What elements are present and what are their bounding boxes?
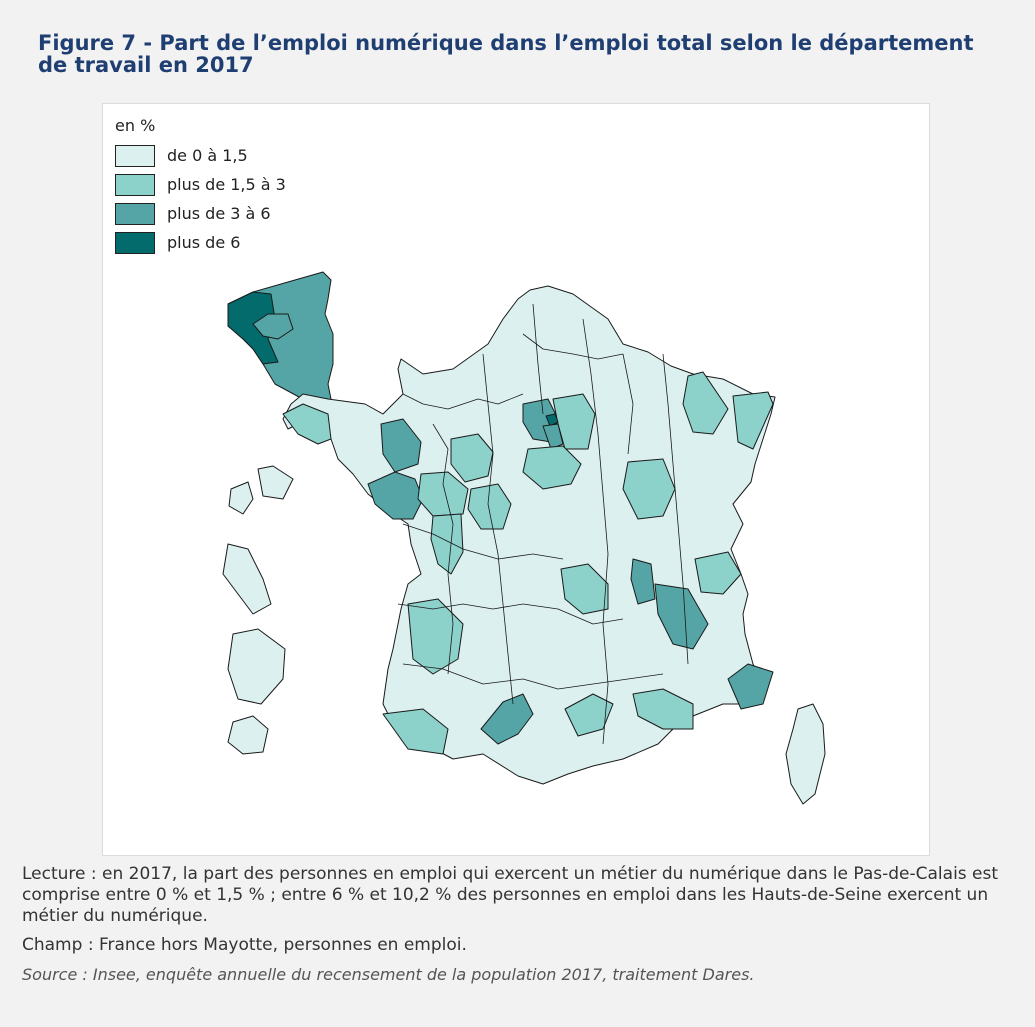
legend-swatch bbox=[115, 231, 155, 254]
sarthe bbox=[450, 433, 494, 483]
cote-d-or bbox=[622, 458, 676, 520]
champ-note: Champ : France hors Mayotte, personnes e… bbox=[22, 935, 467, 955]
meuse-moselle bbox=[682, 371, 729, 435]
figure-notes: Lecture : en 2017, la part des personnes… bbox=[22, 864, 1012, 993]
corse bbox=[785, 703, 826, 805]
guyane bbox=[227, 628, 286, 705]
legend-label: plus de 6 bbox=[167, 233, 241, 252]
legend-item: plus de 3 à 6 bbox=[115, 199, 286, 228]
legend-item: plus de 6 bbox=[115, 228, 286, 257]
alsace bbox=[732, 391, 774, 450]
ille-et-vilaine bbox=[380, 418, 422, 473]
reunion bbox=[227, 715, 269, 755]
maine-et-loire bbox=[417, 471, 469, 517]
legend-item: plus de 1,5 à 3 bbox=[115, 170, 286, 199]
puy-de-dome bbox=[560, 563, 609, 615]
idf-inset-inner bbox=[252, 313, 294, 340]
loiret-region bbox=[467, 483, 512, 530]
guadeloupe-east bbox=[257, 465, 294, 500]
rhone bbox=[630, 558, 656, 605]
lecture-note: Lecture : en 2017, la part des personnes… bbox=[22, 864, 999, 926]
bouches-du-rhone bbox=[632, 688, 694, 730]
vienne bbox=[430, 513, 464, 575]
france-base bbox=[282, 285, 776, 785]
isere bbox=[654, 583, 709, 650]
herault bbox=[564, 693, 614, 737]
essonne bbox=[542, 423, 564, 450]
legend-swatch bbox=[115, 173, 155, 196]
alpes-maritimes bbox=[727, 663, 774, 710]
legend-label: de 0 à 1,5 bbox=[167, 146, 248, 165]
haute-garonne bbox=[480, 693, 534, 745]
legend-swatch bbox=[115, 202, 155, 225]
map-legend: en % de 0 à 1,5 plus de 1,5 à 3 plus de … bbox=[115, 116, 286, 257]
loire-atlantique bbox=[367, 471, 424, 520]
france-map bbox=[222, 271, 826, 805]
guadeloupe bbox=[228, 481, 254, 515]
map-panel: en % de 0 à 1,5 plus de 1,5 à 3 plus de … bbox=[102, 103, 930, 856]
legend-label: plus de 1,5 à 3 bbox=[167, 175, 286, 194]
loir-et-cher bbox=[522, 445, 582, 490]
legend-swatch bbox=[115, 144, 155, 167]
bretagne-finistere bbox=[282, 403, 332, 445]
legend-item: de 0 à 1,5 bbox=[115, 141, 286, 170]
martinique bbox=[222, 543, 272, 615]
idf-inset-paris-region bbox=[227, 291, 279, 365]
figure-title: Figure 7 - Part de l’emploi numérique da… bbox=[38, 31, 974, 77]
paris-core bbox=[545, 413, 559, 427]
legend-title: en % bbox=[115, 116, 156, 135]
haute-savoie bbox=[694, 551, 742, 595]
source-note: Source : Insee, enquête annuelle du rece… bbox=[22, 965, 755, 984]
gironde bbox=[407, 598, 464, 675]
legend-label: plus de 3 à 6 bbox=[167, 204, 271, 223]
pyrenees-atlantiques bbox=[382, 708, 449, 755]
